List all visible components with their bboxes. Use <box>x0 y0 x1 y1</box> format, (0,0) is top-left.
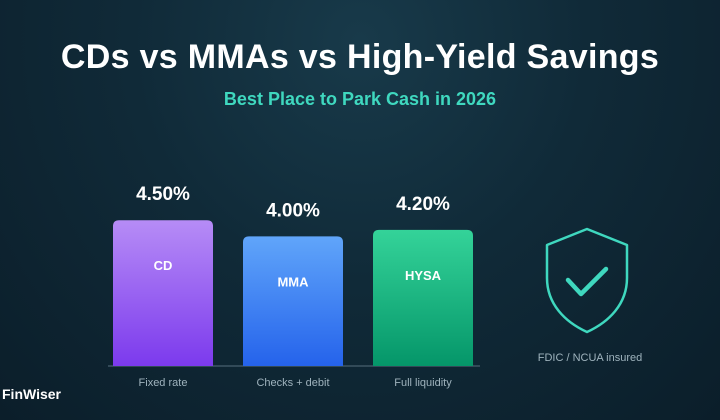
bar-category-label: CD <box>154 258 173 273</box>
insured-caption: FDIC / NCUA insured <box>537 352 643 364</box>
brand-logo: FinWiser <box>2 386 61 402</box>
bar-category-label: MMA <box>277 274 309 289</box>
bar-description-label: Checks + debit <box>256 377 329 389</box>
bar <box>113 220 213 366</box>
chart-title: CDs vs MMAs vs High-Yield Savings <box>60 38 660 76</box>
bar-value-label: 4.20% <box>396 194 450 215</box>
bar-group: 4.50% CD Fixed rate 4.00% MMA Checks + debit 4… <box>113 184 473 389</box>
bar-description-label: Full liquidity <box>394 377 452 389</box>
bar <box>373 229 473 366</box>
bar-value-label: 4.00% <box>266 200 320 221</box>
bar-value-label: 4.50% <box>136 184 190 205</box>
bar-category-label: HYSA <box>405 268 442 283</box>
chart-subtitle: Best Place to Park Cash in 2026 <box>223 89 497 109</box>
bar-description-label: Fixed rate <box>139 377 188 389</box>
shield-check-icon <box>543 226 631 336</box>
bar <box>243 236 343 366</box>
